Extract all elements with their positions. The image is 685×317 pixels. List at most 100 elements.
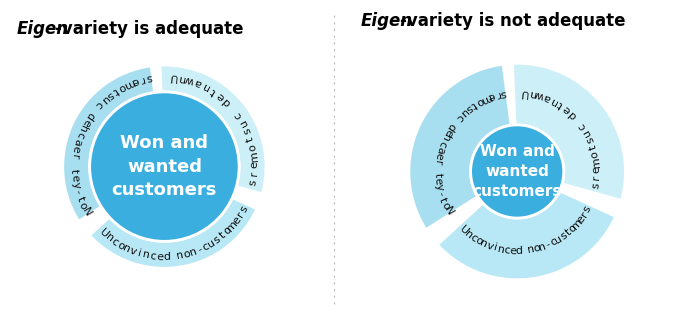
Text: n: n <box>201 81 211 93</box>
Text: s: s <box>145 72 153 83</box>
Text: a: a <box>435 145 447 154</box>
Text: s: s <box>590 182 601 189</box>
Text: o: o <box>474 95 485 107</box>
Text: o: o <box>567 222 579 234</box>
Text: e: e <box>561 103 573 115</box>
Text: u: u <box>98 94 110 106</box>
Text: e: e <box>80 117 92 127</box>
Text: d: d <box>566 108 579 120</box>
Text: Eigen: Eigen <box>17 21 69 38</box>
Text: t: t <box>209 86 218 96</box>
Text: s: s <box>584 135 596 144</box>
Text: c: c <box>233 110 245 121</box>
Text: s: s <box>559 230 569 242</box>
Text: Won and
wanted
customers: Won and wanted customers <box>112 134 217 199</box>
Text: r: r <box>579 210 590 219</box>
Text: a: a <box>542 92 551 104</box>
Text: c: c <box>149 251 157 262</box>
Text: e: e <box>156 252 164 262</box>
Text: e: e <box>510 246 516 256</box>
Text: d: d <box>163 252 170 262</box>
Text: n: n <box>462 228 475 241</box>
Text: r: r <box>494 89 501 100</box>
Text: U: U <box>458 224 471 237</box>
Text: c: c <box>453 111 465 123</box>
Text: n: n <box>527 88 536 99</box>
Text: n: n <box>548 95 559 107</box>
Text: e: e <box>231 215 242 226</box>
Text: t: t <box>556 99 565 110</box>
Text: Won and
wanted
customers: Won and wanted customers <box>473 144 562 199</box>
Text: a: a <box>192 77 203 89</box>
Text: o: o <box>77 200 89 210</box>
Text: t: t <box>245 135 256 142</box>
Text: u: u <box>581 127 593 138</box>
Text: r: r <box>249 171 260 176</box>
Text: i: i <box>136 248 142 259</box>
Text: -: - <box>436 191 446 197</box>
Text: n: n <box>177 72 186 83</box>
Text: n: n <box>121 243 132 255</box>
Text: -variety is adequate: -variety is adequate <box>55 21 243 38</box>
Text: c: c <box>110 236 120 248</box>
Text: c: c <box>577 121 588 132</box>
Text: t: t <box>469 99 479 110</box>
Text: -variety is not adequate: -variety is not adequate <box>400 12 625 30</box>
Text: e: e <box>71 145 82 153</box>
Text: o: o <box>439 200 451 211</box>
Text: h: h <box>77 123 88 134</box>
Text: u: u <box>553 233 564 245</box>
Text: s: s <box>499 88 507 99</box>
Text: w: w <box>184 74 195 86</box>
Text: o: o <box>473 235 484 247</box>
Text: t: t <box>437 196 448 204</box>
Text: -: - <box>196 244 203 255</box>
Text: t: t <box>588 143 598 151</box>
Text: e: e <box>434 152 445 160</box>
Text: c: c <box>93 99 105 110</box>
Text: r: r <box>138 74 145 85</box>
Text: c: c <box>503 245 511 256</box>
Wedge shape <box>160 65 266 194</box>
Text: r: r <box>235 210 246 219</box>
Text: t: t <box>111 86 120 96</box>
Wedge shape <box>512 63 625 200</box>
Text: N: N <box>80 206 92 218</box>
Text: s: s <box>464 103 474 114</box>
Text: e: e <box>249 161 260 168</box>
Text: y: y <box>71 181 82 189</box>
Text: d: d <box>445 121 458 133</box>
Text: i: i <box>493 243 498 253</box>
Text: t: t <box>433 172 443 178</box>
Text: e: e <box>575 213 587 225</box>
Text: d: d <box>221 96 233 108</box>
Text: U: U <box>520 87 529 98</box>
Text: r: r <box>591 175 601 180</box>
Text: o: o <box>532 243 541 254</box>
Text: s: s <box>104 89 115 101</box>
Text: s: s <box>582 204 593 214</box>
Text: s: s <box>241 126 253 135</box>
Text: c: c <box>74 131 86 140</box>
Text: a: a <box>72 137 84 147</box>
Text: t: t <box>69 168 79 173</box>
Text: e: e <box>442 127 454 138</box>
Text: o: o <box>182 248 191 260</box>
Text: e: e <box>215 90 227 102</box>
Text: U: U <box>168 71 177 82</box>
Text: u: u <box>458 106 470 119</box>
Text: t: t <box>218 230 227 241</box>
Text: c: c <box>201 241 211 253</box>
Text: n: n <box>188 246 198 258</box>
Text: s: s <box>248 178 259 186</box>
Text: m: m <box>478 92 492 106</box>
Text: e: e <box>130 75 140 87</box>
Text: h: h <box>439 133 451 143</box>
Wedge shape <box>90 197 257 268</box>
Text: n: n <box>175 250 184 261</box>
Text: s: s <box>212 234 223 245</box>
Text: v: v <box>128 245 138 257</box>
Text: n: n <box>497 244 506 255</box>
Text: o: o <box>115 240 126 252</box>
Text: m: m <box>590 156 602 168</box>
